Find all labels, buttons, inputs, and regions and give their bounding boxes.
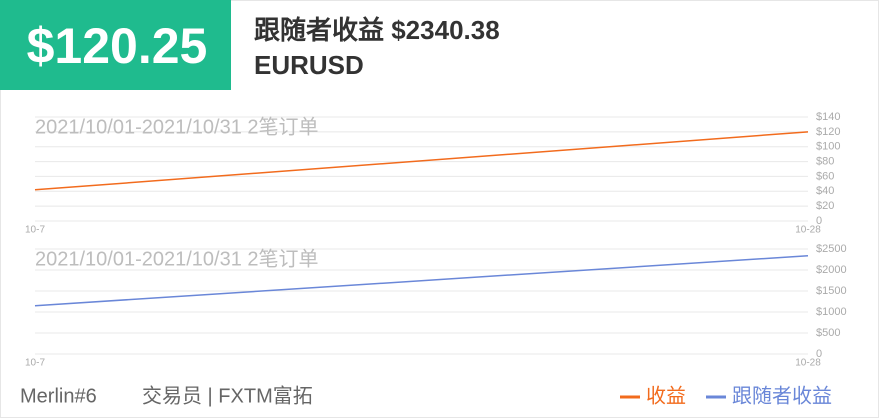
x-tick-label: 10-28 xyxy=(795,225,821,236)
y-tick-label: $80 xyxy=(816,155,834,167)
y-tick-label: $100 xyxy=(816,141,840,153)
y-tick-label: $20 xyxy=(816,200,834,212)
x-tick-label: 10-28 xyxy=(795,358,821,369)
title: 跟随者收益 $2340.38 xyxy=(254,15,500,45)
line xyxy=(34,254,809,307)
y-tick-label: $140 xyxy=(816,111,840,123)
amount: $120.25 xyxy=(27,18,208,74)
legend-label: 收益 xyxy=(646,384,686,407)
y-tick-label: $120 xyxy=(816,126,840,138)
y-tick-label: $60 xyxy=(816,170,834,182)
y-tick-label: 0 xyxy=(816,348,822,360)
x-tick-label: 10-7 xyxy=(25,225,45,236)
y-tick-label: 0 xyxy=(816,215,822,227)
y-tick-label: $1000 xyxy=(816,306,847,318)
y-tick-label: $40 xyxy=(816,185,834,197)
y-tick-label: $1500 xyxy=(816,285,847,297)
role: 交易员 | FXTM富拓 xyxy=(142,384,313,407)
legend-label: 跟随者收益 xyxy=(732,384,832,407)
trader: Merlin#6 xyxy=(20,385,97,407)
y-tick-label: $2500 xyxy=(816,243,847,255)
line xyxy=(34,131,809,191)
amount-box xyxy=(0,0,231,90)
annotation: 2021/10/01-2021/10/31 2笔订单 xyxy=(35,247,319,270)
annotation: 2021/10/01-2021/10/31 2笔订单 xyxy=(35,115,319,138)
symbol: EURUSD xyxy=(254,50,364,80)
y-tick-label: $2000 xyxy=(816,264,847,276)
y-tick-label: $500 xyxy=(816,327,840,339)
x-tick-label: 10-7 xyxy=(25,358,45,369)
